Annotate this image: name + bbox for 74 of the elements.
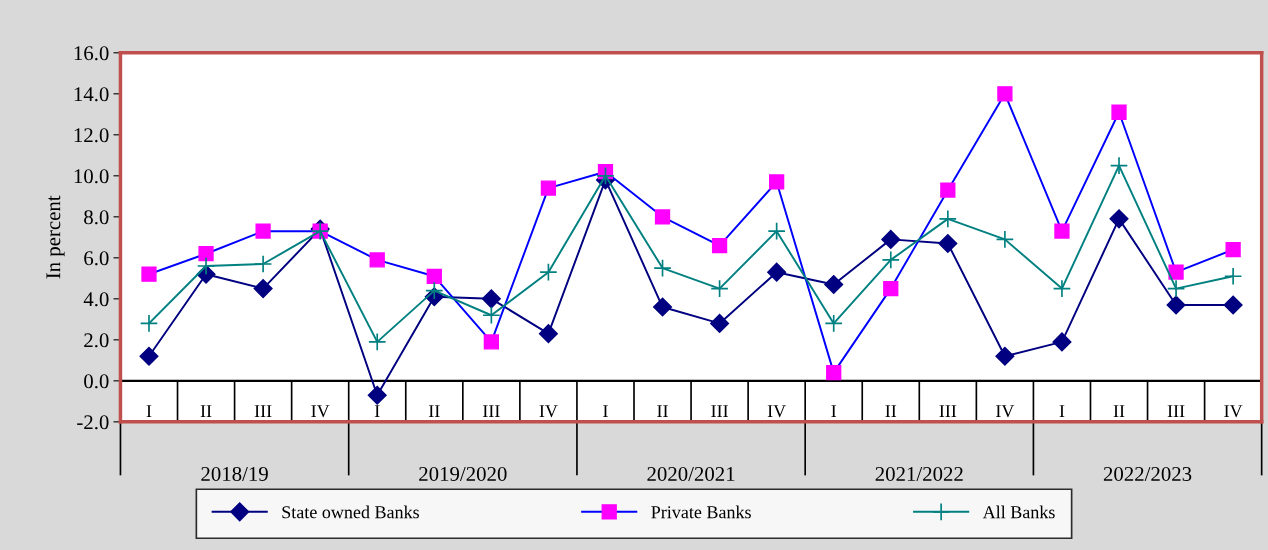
x-tick-label: II [200,405,212,417]
x-tick-label: IV [1224,405,1243,418]
point [1223,267,1243,286]
point [368,332,387,352]
x-tick-label: I [1059,405,1065,417]
point [1109,156,1129,175]
point [824,274,844,295]
x-tick-label: III [482,405,500,417]
point [1052,332,1072,352]
x-tick-label: III [711,405,728,417]
x-tick-label: II [885,405,897,417]
point [652,297,673,317]
legend-label: Private Banks [651,505,751,519]
text: 2018/19 [201,466,268,481]
point [539,263,558,282]
x-tick-label: I [831,405,837,417]
x-tick-label: II [657,405,668,417]
point [1223,295,1243,315]
text: 2022/2023 [1103,466,1192,481]
y-tick-label: 8.0 [84,210,109,225]
y-axis-title: In percent [46,195,65,279]
text: 2021/2022 [875,466,963,481]
point [710,279,729,298]
point [139,314,159,333]
point [767,222,786,241]
point [938,209,957,229]
y-tick-label: 12.0 [74,128,109,143]
x-tick-label: I [146,405,152,417]
point [995,230,1015,249]
point [425,281,444,300]
x-tick-label: IV [539,405,558,418]
legend-label: State owned Banks [282,505,419,519]
point [1166,295,1186,315]
x-tick-label: I [603,405,608,417]
y-tick-label: 10.0 [74,169,109,184]
point [481,289,501,309]
point [710,313,730,333]
point [253,279,273,299]
x-tick-label: II [428,405,440,417]
text: 2020/2021 [647,466,735,481]
y-tick-label: 14.0 [74,87,109,102]
point [653,258,672,278]
x-tick-label: III [1167,405,1185,417]
text: 2019/2020 [419,466,507,481]
point [1166,279,1186,298]
point [1052,279,1072,298]
y-tick-label: -2.0 [77,415,109,430]
point [367,385,387,405]
x-tick-label: IV [767,405,786,418]
point [881,229,901,249]
point [938,233,958,254]
point [881,250,900,270]
y-tick-label: 2.0 [84,333,109,348]
x-tick-label: IV [311,405,330,418]
legend-label: All Banks [982,505,1055,519]
point [139,346,159,366]
y-tick-label: 4.0 [83,292,109,307]
point [824,314,843,333]
point [596,166,615,185]
y-tick-label: 16.0 [74,46,109,61]
x-tick-label: II [1113,405,1125,417]
point [1109,209,1129,229]
point [538,324,558,344]
y-tick-label: 0.0 [84,374,109,389]
x-tick-label: III [939,405,957,417]
point [995,346,1015,366]
y-tick-label: 6.0 [84,251,109,266]
point [196,256,216,276]
x-tick-label: III [254,405,272,417]
point [253,254,273,274]
point [482,306,501,325]
point [767,262,787,282]
x-tick-label: IV [996,405,1015,418]
x-tick-label: I [374,405,380,417]
